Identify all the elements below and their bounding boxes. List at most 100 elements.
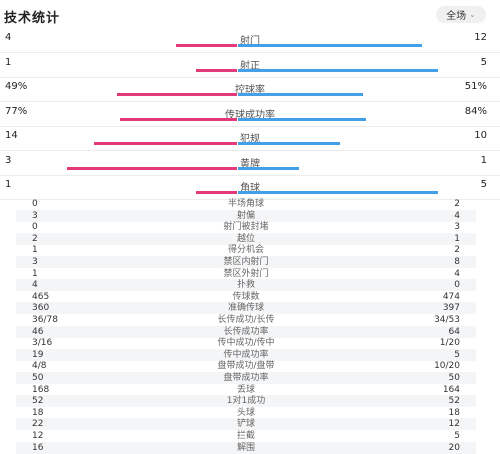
stats-header: 技术统计 全场 ⌄ — [0, 0, 500, 28]
away-value: 5 — [454, 349, 460, 360]
away-value: 5 — [480, 179, 487, 190]
away-value: 0 — [454, 280, 460, 291]
away-value: 4 — [454, 210, 460, 221]
home-value: 46 — [32, 326, 44, 337]
away-value: 84% — [464, 105, 487, 117]
stat-label: 长传成功率 — [223, 326, 269, 337]
main-stat-row: 14 犯规 10 — [0, 128, 500, 153]
home-value: 360 — [32, 303, 50, 314]
detail-stat-row: 19 传中成功率 5 — [16, 348, 476, 361]
away-value: 2 — [454, 245, 460, 256]
home-value: 14 — [5, 130, 18, 141]
detail-stat-row: 12 拦截 5 — [16, 430, 476, 442]
home-value: 0 — [32, 199, 38, 209]
detail-stat-row: 465 传球数 474 — [16, 291, 476, 303]
detail-stat-row: 1 得分机会 2 — [16, 244, 476, 256]
stat-label: 得分机会 — [227, 245, 264, 256]
away-bar — [238, 68, 438, 72]
detail-stat-row: 168 丢球 164 — [16, 384, 476, 396]
home-value: 50 — [32, 373, 44, 383]
main-stat-row: 49% 控球率 51% — [0, 79, 500, 104]
home-value: 18 — [32, 407, 44, 418]
chevron-down-icon: ⌄ — [469, 10, 476, 19]
page-title: 技术统计 — [4, 11, 61, 26]
detail-stat-row: 3/16 传中成功/传中 1/20 — [16, 337, 476, 349]
divider — [0, 101, 500, 102]
home-value: 1 — [5, 56, 12, 68]
stat-label: 准确传球 — [227, 303, 264, 314]
main-stat-row: 1 射正 5 — [0, 55, 500, 80]
stat-label: 头球 — [236, 407, 255, 418]
stat-label: 禁区外射门 — [223, 268, 269, 279]
stat-label: 传中成功率 — [223, 349, 269, 360]
away-bar — [238, 44, 422, 47]
away-value: 164 — [442, 384, 460, 395]
main-stat-row: 4 射门 12 — [0, 30, 500, 55]
detail-stat-row: 16 解围 20 — [16, 441, 476, 454]
stat-label: 控球率 — [235, 85, 265, 96]
stat-label: 丢球 — [236, 384, 255, 395]
detail-stat-row: 18 头球 18 — [16, 407, 476, 419]
home-value: 1 — [32, 268, 38, 279]
stat-label: 射偏 — [236, 210, 255, 221]
divider — [0, 150, 500, 151]
stat-label: 半场角球 — [227, 199, 264, 209]
away-value: 12 — [448, 419, 460, 430]
away-value: 18 — [448, 407, 460, 418]
detail-stat-row: 2 越位 1 — [16, 232, 476, 245]
away-value: 5 — [480, 56, 487, 68]
away-value: 1 — [454, 233, 460, 244]
away-value: 397 — [442, 303, 460, 314]
home-value: 36/78 — [32, 315, 58, 325]
stat-label: 扑救 — [236, 280, 255, 291]
home-value: 4 — [32, 280, 38, 291]
away-value: 12 — [474, 32, 487, 43]
away-value: 5 — [454, 431, 460, 441]
away-bar — [238, 191, 438, 194]
stat-label: 解围 — [236, 442, 255, 453]
away-value: 10 — [474, 130, 487, 141]
away-bar — [238, 142, 341, 145]
home-value: 12 — [32, 431, 44, 441]
home-value: 4 — [5, 32, 12, 43]
home-bar — [116, 93, 237, 96]
away-value: 4 — [454, 268, 460, 279]
divider — [0, 199, 500, 200]
home-bar — [94, 142, 237, 145]
away-value: 10/20 — [434, 361, 460, 372]
detail-stat-row: 46 长传成功率 64 — [16, 325, 476, 338]
detail-stat-row: 360 准确传球 397 — [16, 302, 476, 315]
away-value: 34/53 — [434, 315, 460, 325]
home-value: 0 — [32, 222, 38, 233]
detail-stat-row: 50 盘带成功率 50 — [16, 372, 476, 384]
home-bar — [119, 117, 237, 121]
home-bar — [175, 44, 237, 47]
detail-stat-row: 4/8 盘带成功/盘带 10/20 — [16, 360, 476, 372]
stat-label: 拦截 — [236, 431, 255, 441]
divider — [0, 52, 500, 53]
detail-stat-row: 36/78 长传成功/长传 34/53 — [16, 314, 476, 326]
home-value: 22 — [32, 419, 44, 430]
away-value: 474 — [442, 291, 460, 302]
stat-label: 角球 — [240, 183, 260, 194]
detail-stat-row: 1 禁区外射门 4 — [16, 268, 476, 280]
detail-stat-row: 3 射偏 4 — [16, 209, 476, 222]
home-value: 3 — [32, 210, 38, 221]
home-value: 168 — [32, 384, 50, 395]
home-bar — [196, 68, 237, 72]
scope-dropdown[interactable]: 全场 ⌄ — [436, 6, 486, 23]
divider — [0, 76, 500, 78]
home-value: 4/8 — [32, 361, 47, 372]
stat-label: 传球数 — [232, 291, 260, 302]
stat-label: 1对1成功 — [226, 396, 266, 407]
home-value: 1 — [32, 245, 38, 256]
home-value: 3 — [32, 257, 38, 267]
home-value: 49% — [5, 81, 28, 92]
detail-stat-row: 52 1对1成功 52 — [16, 395, 476, 408]
home-bar — [67, 166, 237, 170]
scope-label: 全场 — [446, 11, 467, 22]
home-value: 2 — [32, 233, 38, 244]
away-bar — [238, 93, 363, 96]
stat-label: 长传成功/长传 — [217, 315, 275, 325]
stat-label: 射正 — [240, 60, 260, 72]
